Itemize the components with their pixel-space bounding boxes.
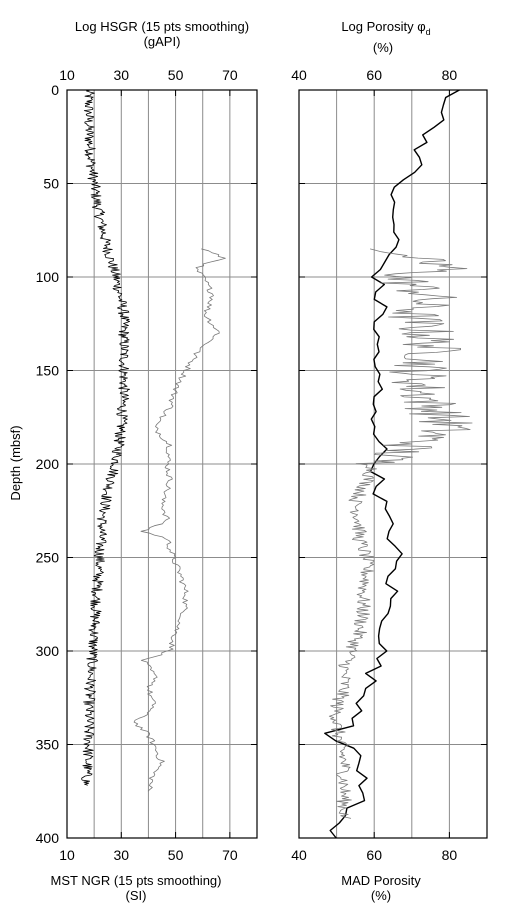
left-top-units: (gAPI): [144, 34, 181, 49]
left-bottom-title: MST NGR (15 pts smoothing): [51, 873, 222, 888]
y-tick-label: 0: [51, 82, 59, 98]
y-tick-label: 150: [36, 363, 60, 379]
y-tick-label: 50: [43, 176, 59, 192]
x-tick-label-bottom: 60: [366, 847, 382, 863]
y-tick-label: 100: [36, 269, 60, 285]
x-tick-label-top: 60: [366, 67, 382, 83]
x-tick-label-top: 40: [291, 67, 307, 83]
x-tick-label-bottom: 80: [442, 847, 458, 863]
plot-layer: 10 10 30 30 50 50 70 70 0 50 100 150 200 250 300 350 400…: [36, 67, 488, 863]
left-series-black-line: [81, 89, 131, 786]
right-top-title-sub: d: [426, 27, 431, 37]
y-tick-label: 400: [36, 830, 60, 846]
right-series-black-line: [324, 89, 460, 839]
y-tick-label: 250: [36, 550, 60, 566]
right-top-title: Log Porosity φd: [341, 19, 430, 37]
y-axis-label: Depth (mbsf): [8, 425, 23, 500]
x-tick-label-top: 50: [168, 67, 184, 83]
left-top-title: Log HSGR (15 pts smoothing): [75, 19, 249, 34]
x-tick-label-top: 30: [113, 67, 129, 83]
x-tick-label-bottom: 10: [59, 847, 75, 863]
right-bottom-title: MAD Porosity: [341, 873, 421, 888]
x-tick-label-top: 70: [222, 67, 238, 83]
x-tick-label-bottom: 50: [168, 847, 184, 863]
y-tick-label: 200: [36, 456, 60, 472]
x-tick-label-top: 10: [59, 67, 75, 83]
x-tick-label-top: 80: [442, 67, 458, 83]
x-tick-label-bottom: 70: [222, 847, 238, 863]
left-series-gray-line: [133, 248, 226, 792]
right-series-gray-line: [328, 248, 473, 819]
y-tick-label: 350: [36, 737, 60, 753]
right-top-units: (%): [373, 40, 393, 55]
x-tick-label-bottom: 30: [113, 847, 129, 863]
right-bottom-units: (%): [371, 888, 391, 903]
left-bottom-units: (SI): [126, 888, 147, 903]
x-tick-label-bottom: 40: [291, 847, 307, 863]
y-tick-label: 300: [36, 643, 60, 659]
right-top-title-main: Log Porosity φ: [341, 19, 425, 34]
